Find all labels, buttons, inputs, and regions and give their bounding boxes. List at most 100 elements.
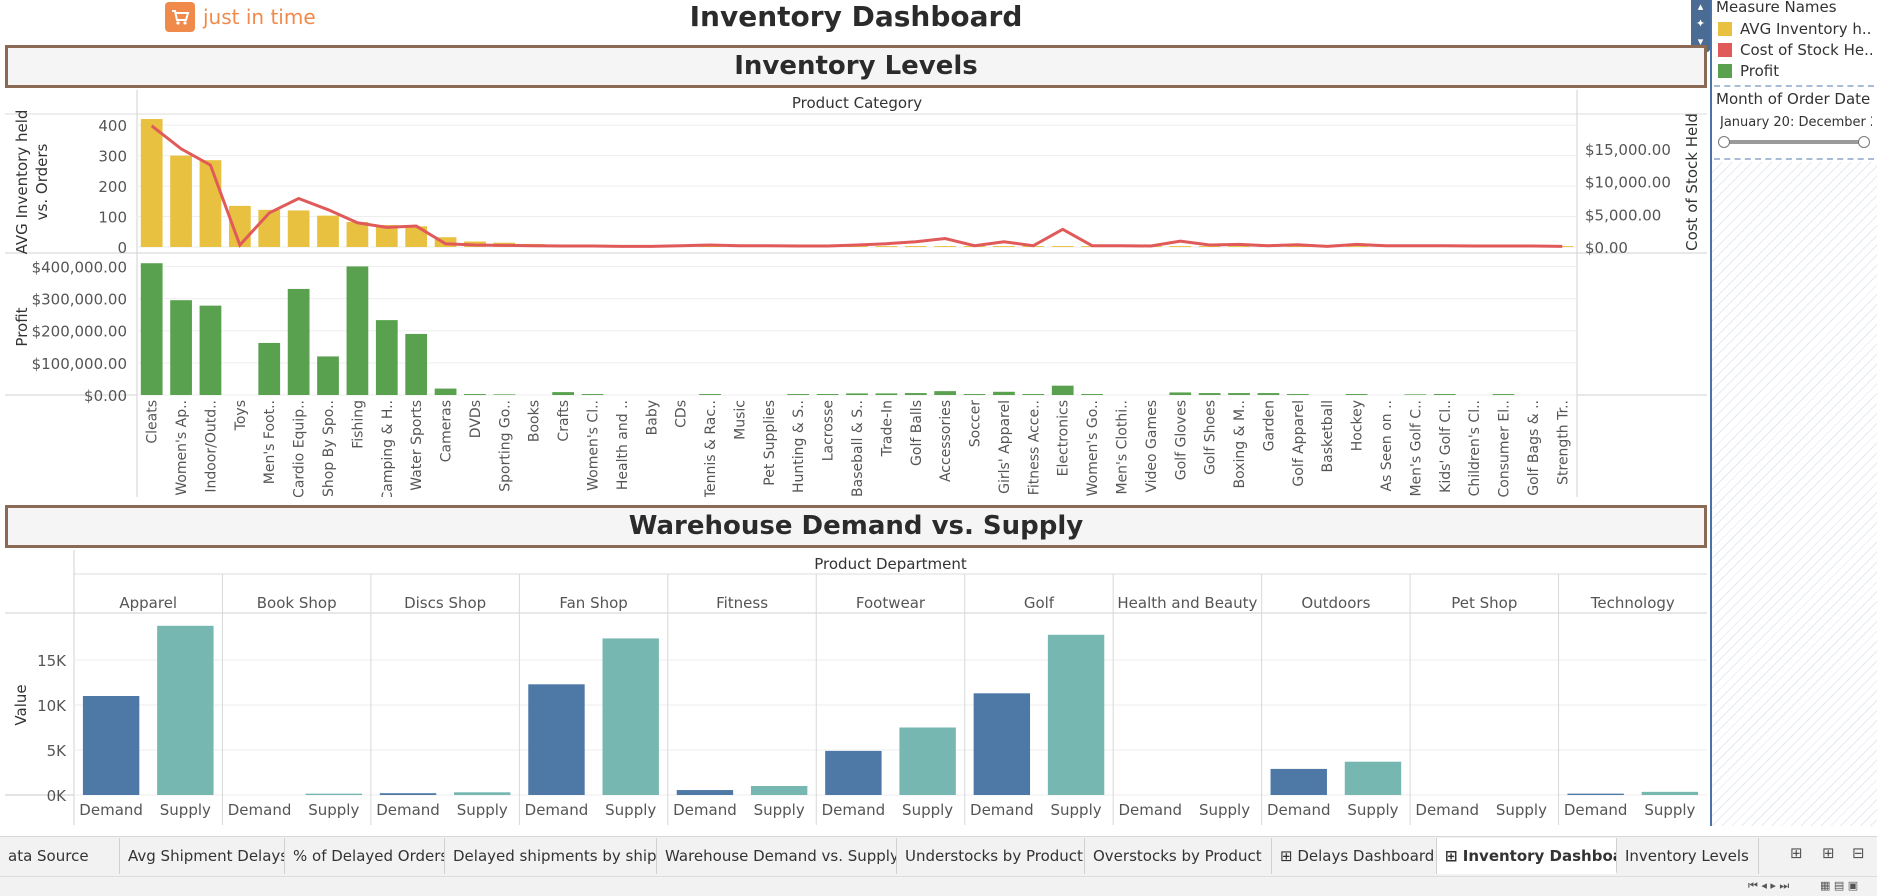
category-label: CDs xyxy=(674,400,690,428)
sheet-tab[interactable]: Warehouse Demand vs. Supply xyxy=(657,838,897,874)
sheet-tab[interactable]: ⊞ Delays Dashboard xyxy=(1272,838,1437,874)
profit-bar xyxy=(846,393,868,395)
sheet-tab[interactable]: Inventory Levels xyxy=(1617,838,1759,874)
profit-bar xyxy=(1198,393,1221,395)
y-tick-label: 300 xyxy=(98,148,127,166)
sheet-tab[interactable]: Avg Shipment Delays xyxy=(120,838,285,874)
profit-bar xyxy=(1169,392,1192,395)
avg-inventory-bar xyxy=(1198,246,1221,247)
sheet-tab[interactable]: Understocks by Product xyxy=(897,838,1085,874)
profit-tick-label: $300,000.00 xyxy=(32,291,127,309)
department-label: Pet Shop xyxy=(1451,594,1517,612)
sheet-tab[interactable]: ata Source xyxy=(0,838,120,874)
chevron-up-icon[interactable]: ▴ xyxy=(1697,0,1704,13)
demand-label: Demand xyxy=(673,801,737,819)
category-label: Soccer xyxy=(968,400,984,447)
view-mode-icons[interactable]: ▦ ▤ ▣ xyxy=(1820,879,1859,892)
month-slider-start-handle[interactable] xyxy=(1718,136,1730,148)
profit-bar xyxy=(787,394,810,395)
y-tick-label: 200 xyxy=(98,178,127,196)
category-label: Toys xyxy=(233,400,249,431)
y-axis-title-line2: vs. Orders xyxy=(33,143,51,220)
department-label: Book Shop xyxy=(257,594,337,612)
department-label: Fitness xyxy=(716,594,768,612)
avg-inventory-bar xyxy=(228,205,251,247)
dashboard-title: Inventory Dashboard xyxy=(689,0,1023,33)
page-nav-icons[interactable]: ⏮ ◂ ▸ ⏭ xyxy=(1748,879,1790,892)
profit-bar xyxy=(963,394,986,395)
avg-inventory-bar xyxy=(405,226,428,247)
new-story-icon[interactable]: ⊟ xyxy=(1852,844,1865,862)
demand-label: Demand xyxy=(1415,801,1479,819)
demand-label: Demand xyxy=(79,801,143,819)
category-label: Golf Apparel xyxy=(1291,400,1307,487)
pin-icon[interactable]: ✦ xyxy=(1695,17,1706,30)
legend-item[interactable]: Cost of Stock He.. xyxy=(1718,39,1874,60)
category-label: Kids' Golf Cl.. xyxy=(1438,400,1454,493)
avg-inventory-bar xyxy=(904,246,927,247)
legend-title: Measure Names xyxy=(1716,0,1837,16)
y-axis-title: AVG Inventory held vs. Orders xyxy=(13,110,51,255)
legend-item[interactable]: Profit xyxy=(1718,60,1874,81)
demand-label: Demand xyxy=(970,801,1034,819)
profit-bar xyxy=(287,288,310,395)
legend-swatch xyxy=(1718,42,1732,57)
demand-label: Demand xyxy=(1564,801,1628,819)
supply-label: Supply xyxy=(754,801,805,819)
demand-label: Demand xyxy=(1267,801,1331,819)
category-axis-title: Product Category xyxy=(792,94,922,112)
month-slider-range xyxy=(1724,140,1864,144)
profit-bar xyxy=(581,394,604,395)
category-label: Hockey xyxy=(1350,400,1366,451)
sheet-tab[interactable]: ⊞ Inventory Dashboard xyxy=(1437,838,1617,874)
sheet-tab[interactable]: % of Delayed Orders xyxy=(285,838,445,874)
legend-swatch xyxy=(1718,63,1732,78)
supply-bar xyxy=(454,792,511,795)
category-label: Cleats xyxy=(145,400,161,444)
y-axis-title-line1: AVG Inventory held xyxy=(13,110,31,255)
profit-bar xyxy=(699,394,721,395)
category-label: Baby xyxy=(644,400,660,435)
category-label: Lacrosse xyxy=(821,400,837,461)
category-label: Video Games xyxy=(1144,400,1160,493)
supply-bar xyxy=(1047,634,1105,795)
profit-bar xyxy=(875,393,898,395)
month-slider-end-handle[interactable] xyxy=(1858,136,1870,148)
supply-label: Supply xyxy=(160,801,211,819)
measure-legend[interactable]: AVG Inventory h.. Cost of Stock He.. Profi… xyxy=(1718,18,1874,81)
chevron-down-icon[interactable]: ▾ xyxy=(1697,35,1704,48)
avg-inventory-bar xyxy=(1051,246,1074,247)
avg-inventory-bar xyxy=(875,246,898,247)
profit-bar xyxy=(993,391,1015,395)
profit-bar xyxy=(1051,385,1074,395)
category-label: Men's Clothi.. xyxy=(1114,400,1130,495)
category-label: Women's Cl.. xyxy=(586,400,602,491)
category-label: Health and .. xyxy=(615,400,631,490)
profit-bar xyxy=(1433,394,1456,395)
avg-inventory-bar xyxy=(170,155,192,247)
profit-bar xyxy=(816,394,839,395)
demand-label: Demand xyxy=(1118,801,1182,819)
sheet-tab[interactable]: Overstocks by Product xyxy=(1085,838,1272,874)
category-label: Consumer El.. xyxy=(1497,400,1513,497)
sheet-tab[interactable]: Delayed shipments by shipment ... xyxy=(445,838,657,874)
category-label: Indoor/Outd.. xyxy=(203,400,219,493)
demand-bar xyxy=(379,793,437,795)
avg-inventory-bar xyxy=(993,246,1015,247)
profit-bar xyxy=(1022,394,1045,395)
profit-tick-label: $0.00 xyxy=(84,387,127,405)
demand-label: Demand xyxy=(376,801,440,819)
value-tick-label: 15K xyxy=(37,652,67,670)
sidebar-divider xyxy=(1714,85,1874,87)
y2-tick-label: $15,000.00 xyxy=(1585,141,1671,159)
legend-item[interactable]: AVG Inventory h.. xyxy=(1718,18,1874,39)
avg-inventory-bar xyxy=(317,215,339,247)
floating-toolbar[interactable]: ▴ ✦ ▾ xyxy=(1691,0,1710,52)
category-label: Men's Golf C.. xyxy=(1408,400,1424,497)
category-label: Trade-In xyxy=(879,400,895,457)
category-label: Golf Gloves xyxy=(1173,400,1189,480)
category-label: Crafts xyxy=(556,400,572,442)
month-filter-range: January 20: December 2 xyxy=(1720,115,1872,130)
new-sheet-icon[interactable]: ⊞ xyxy=(1790,844,1803,862)
new-dashboard-icon[interactable]: ⊞ xyxy=(1822,844,1835,862)
